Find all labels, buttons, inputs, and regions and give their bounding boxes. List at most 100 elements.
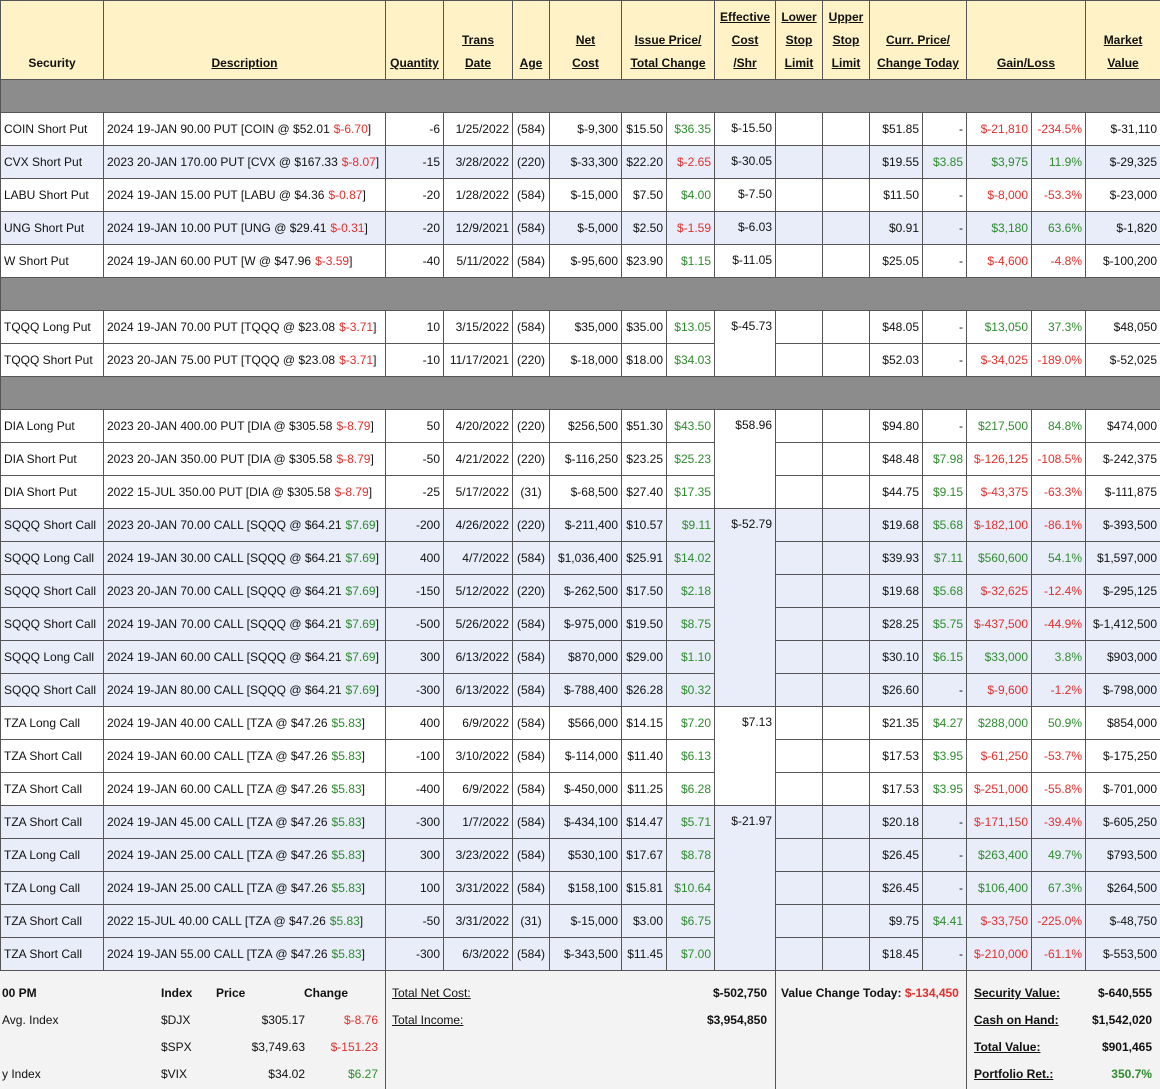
description-text: ] — [364, 221, 368, 235]
cell: $-343,500 — [549, 937, 622, 971]
cell: 3/10/2022 — [443, 739, 513, 773]
cell: 3.8% — [1031, 640, 1087, 674]
cell: $3.95 — [921, 772, 968, 806]
cell: $-9,600 — [966, 673, 1033, 707]
cell: $17.35 — [666, 475, 715, 509]
cell: $-34,025 — [966, 343, 1033, 377]
cell: 300 — [385, 640, 444, 674]
column-header: Effective Cost/Shr — [714, 0, 776, 80]
description-text: 2024 19-JAN 55.00 CALL [TZA @ $47.26 — [107, 947, 328, 961]
description-text: ] — [361, 947, 365, 961]
cell: (220) — [512, 574, 550, 608]
cell: $9.15 — [921, 475, 968, 509]
cell: $11.45 — [621, 937, 667, 971]
underlying-change: $-3.71 — [339, 320, 374, 334]
upper-stop-limit — [822, 706, 870, 740]
cell: - — [921, 112, 968, 146]
lower-stop-limit — [775, 640, 823, 674]
total-value: $3,954,850 — [706, 1013, 767, 1027]
value-change: Value Change Today: $-134,450 — [781, 986, 959, 1000]
lower-stop-limit — [775, 508, 823, 542]
cell: 6/9/2022 — [443, 706, 513, 740]
cell: $19.55 — [869, 145, 923, 179]
description-text: ] — [370, 452, 374, 466]
underlying-change: $7.69 — [345, 584, 376, 598]
column-header: Upper Stop Limit — [822, 0, 870, 80]
cell: $793,500 — [1085, 838, 1160, 872]
description-text: ] — [362, 188, 366, 202]
effective-cost: $-52.79 — [714, 508, 776, 707]
cell: LABU Short Put — [0, 178, 104, 212]
description-text: ] — [375, 518, 379, 532]
cell: -6 — [385, 112, 444, 146]
position-row: TZA Short Call 2024 19-JAN 60.00 CALL [TZ… — [0, 772, 1160, 806]
cell: -20 — [385, 178, 444, 212]
description: 2024 19-JAN 40.00 CALL [TZA @ $47.26 $5.8… — [103, 706, 386, 740]
description-text: 2024 19-JAN 30.00 CALL [SQQQ @ $64.21 — [107, 551, 342, 565]
column-header: Quantity — [385, 0, 444, 80]
lower-stop-limit — [775, 541, 823, 575]
underlying-change: $-0.87 — [328, 188, 363, 202]
underlying-change: $7.69 — [345, 518, 376, 532]
cell: SQQQ Short Call — [0, 574, 104, 608]
cell: 6/9/2022 — [443, 772, 513, 806]
cell: $7.20 — [666, 706, 715, 740]
cell: $23.90 — [621, 244, 667, 278]
header-line: Upper — [828, 10, 864, 24]
description-text: ] — [375, 617, 379, 631]
cell: 6/13/2022 — [443, 673, 513, 707]
header-line: Limit — [784, 56, 814, 70]
cell: -234.5% — [1031, 112, 1087, 146]
cell: -300 — [385, 937, 444, 971]
cell: $10.64 — [666, 871, 715, 905]
underlying-change: $-3.59 — [315, 254, 350, 268]
cell: - — [921, 178, 968, 212]
cell: -53.3% — [1031, 178, 1087, 212]
upper-stop-limit — [822, 673, 870, 707]
cell: $158,100 — [549, 871, 622, 905]
cell: TZA Short Call — [0, 739, 104, 773]
underlying-change: $7.69 — [345, 551, 376, 565]
cell: $23.25 — [621, 442, 667, 476]
cell: -63.3% — [1031, 475, 1087, 509]
lower-stop-limit — [775, 145, 823, 179]
cell: $3,975 — [966, 145, 1033, 179]
cell: 4/20/2022 — [443, 409, 513, 443]
description: 2024 19-JAN 55.00 CALL [TZA @ $47.26 $5.8… — [103, 937, 386, 971]
cell: $-95,600 — [549, 244, 622, 278]
cell: $4.41 — [921, 904, 968, 938]
cell: $3,180 — [966, 211, 1033, 245]
cell: -1.2% — [1031, 673, 1087, 707]
cell: 3/23/2022 — [443, 838, 513, 872]
cell: $-61,250 — [966, 739, 1033, 773]
cell: (584) — [512, 607, 550, 641]
cell: $0.91 — [869, 211, 923, 245]
cell: $-701,000 — [1085, 772, 1160, 806]
description-text: 2024 19-JAN 60.00 PUT [W @ $47.96 — [107, 254, 312, 268]
cell: -86.1% — [1031, 508, 1087, 542]
description-text: ] — [361, 716, 365, 730]
cell: $-553,500 — [1085, 937, 1160, 971]
index-header: Index — [161, 986, 193, 1000]
underlying-change: $5.83 — [331, 947, 362, 961]
cell: $-52,025 — [1085, 343, 1160, 377]
header-line: Date — [464, 56, 491, 70]
lower-stop-limit — [775, 244, 823, 278]
cell: UNG Short Put — [0, 211, 104, 245]
description: 2024 19-JAN 25.00 CALL [TZA @ $47.26 $5.8… — [103, 838, 386, 872]
cell: $48.05 — [869, 310, 923, 344]
cell: -150 — [385, 574, 444, 608]
description-text: ] — [375, 650, 379, 664]
cell: $5.68 — [921, 508, 968, 542]
description: 2022 15-JUL 350.00 PUT [DIA @ $305.58 $-8… — [103, 475, 386, 509]
cell: $7.11 — [921, 541, 968, 575]
cell: $6.13 — [666, 739, 715, 773]
cell: 3/28/2022 — [443, 145, 513, 179]
description: 2024 19-JAN 60.00 PUT [W @ $47.96 $-3.59] — [103, 244, 386, 278]
position-row: SQQQ Long Call 2024 19-JAN 30.00 CALL [SQ… — [0, 541, 1160, 575]
cell: 11.9% — [1031, 145, 1087, 179]
header-line: Total Change — [630, 56, 706, 70]
cell: $-1,820 — [1085, 211, 1160, 245]
cell: $11.40 — [621, 739, 667, 773]
cell: 1/25/2022 — [443, 112, 513, 146]
